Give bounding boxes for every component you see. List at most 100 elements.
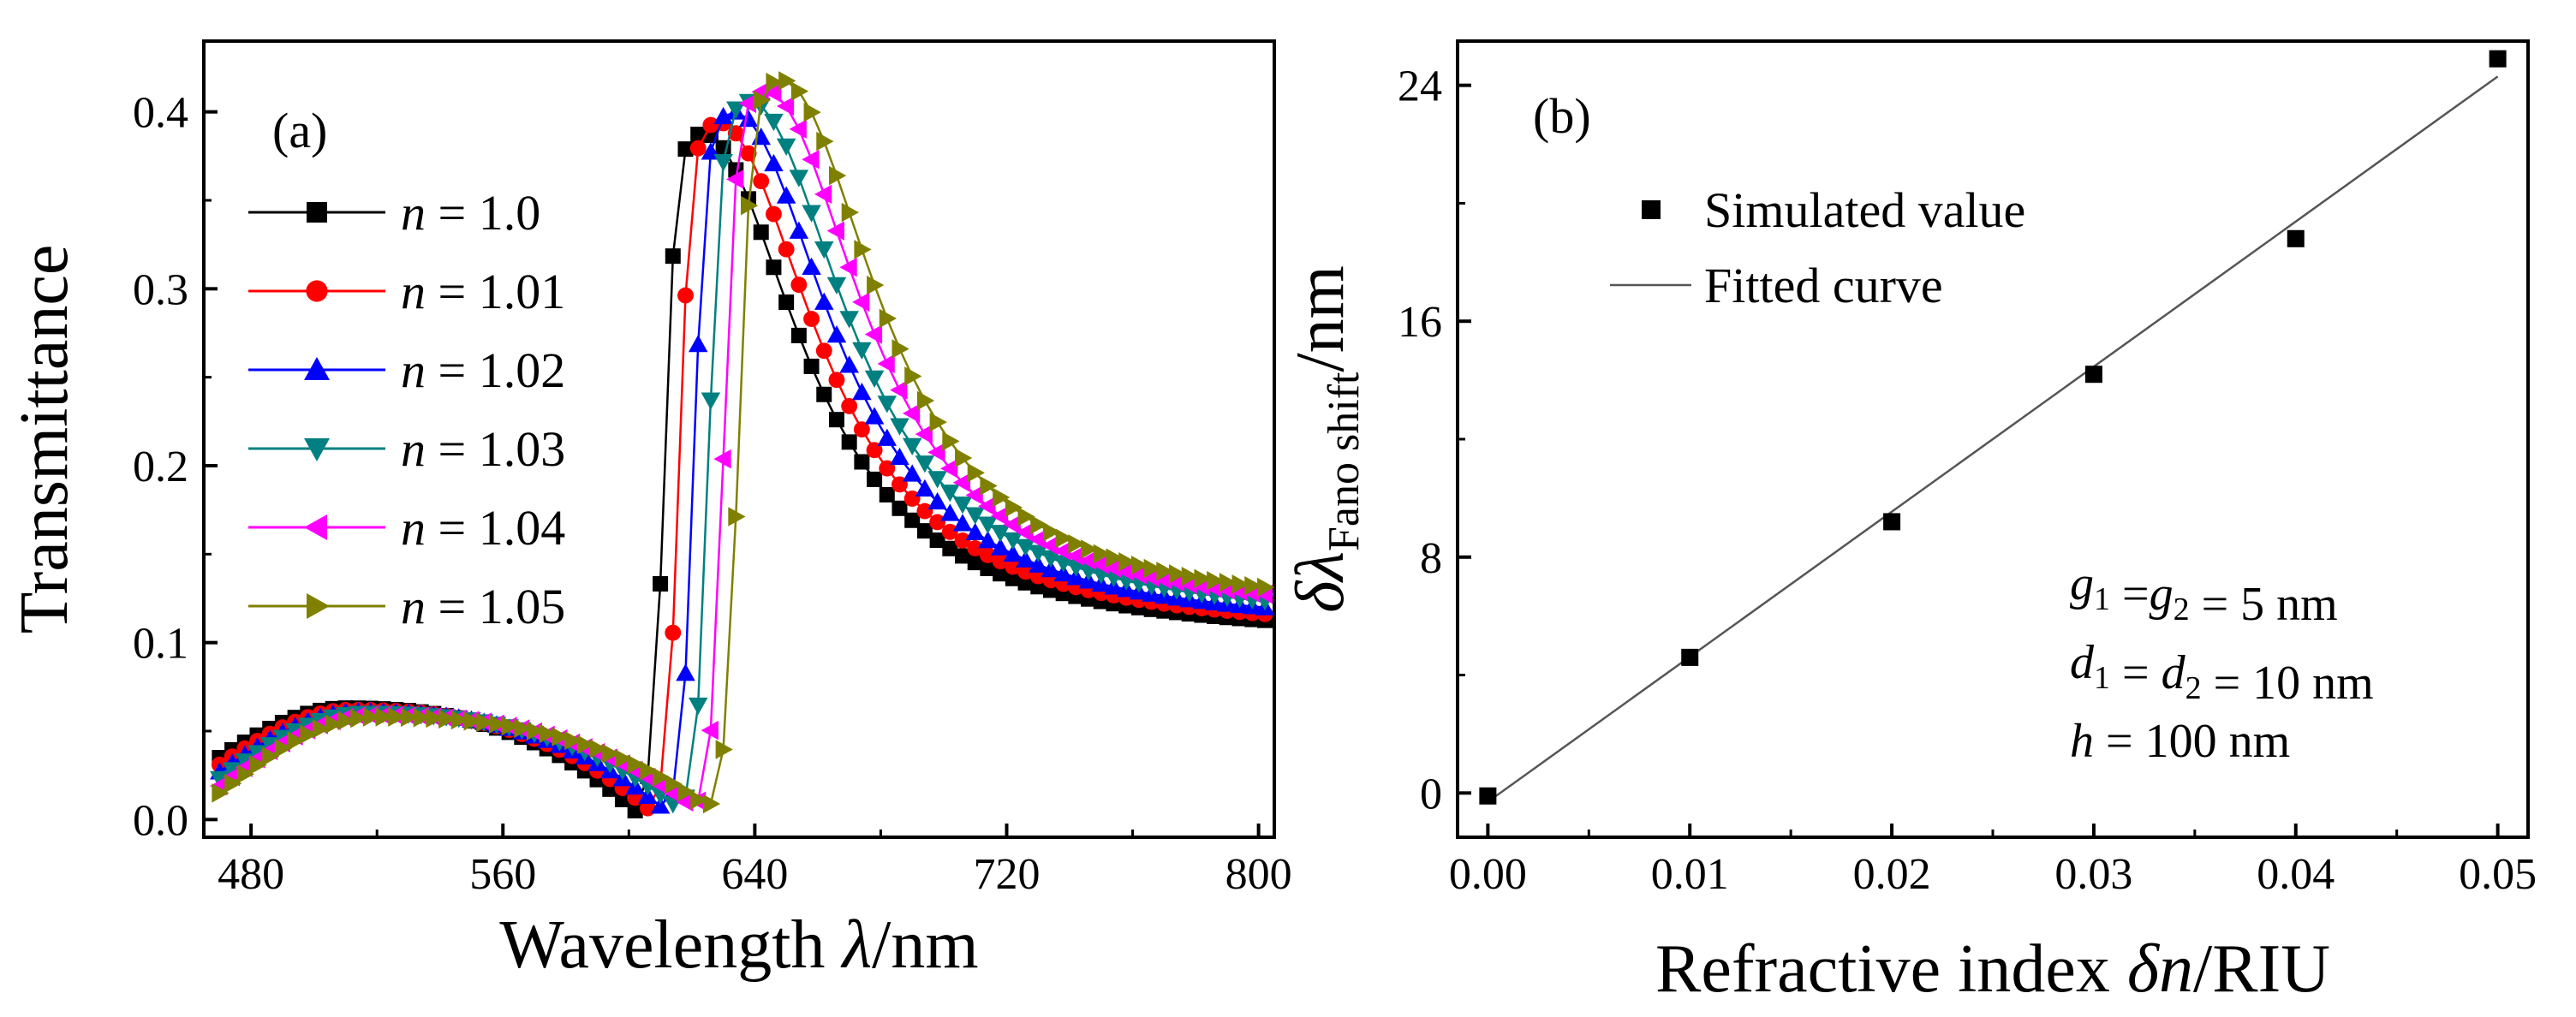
panel-a-legend-eq: = (426, 579, 479, 634)
panel-a-data-point (262, 746, 280, 766)
panel-b-legend-marker (1642, 200, 1661, 219)
panel-a-data-point (979, 547, 996, 563)
panel-a-data-point (967, 555, 983, 571)
panel-a-data-point (1130, 556, 1149, 575)
panel-a-data-point (300, 724, 318, 745)
panel-a-data-point (627, 803, 643, 818)
panel-a-data-point (993, 566, 1009, 582)
panel-a-data-point (1169, 564, 1187, 584)
panel-a-data-point (879, 486, 895, 503)
panel-a-data-point (1005, 558, 1022, 575)
panel-a-data-point (790, 277, 808, 294)
panel-a-legend-symbol: n (401, 264, 426, 319)
panel-a-data-point (751, 127, 771, 146)
panel-a-data-point (877, 354, 895, 374)
panel-a-data-point (1005, 570, 1021, 586)
panel-a-data-point (539, 723, 557, 744)
panel-a-data-point (753, 90, 771, 110)
panel-a-data-point (1116, 562, 1135, 581)
panel-a-data-point (1017, 507, 1035, 526)
panel-a-data-point (965, 485, 983, 505)
panel-a-data-point (992, 553, 1009, 570)
panel-a-data-point (864, 370, 885, 388)
panel-a-data-point (1003, 544, 1023, 562)
panel-a-data-point (728, 507, 746, 526)
panel-a-legend-eq: = (426, 342, 479, 398)
panel-a-data-point (864, 324, 883, 344)
panel-a-data-point (927, 471, 947, 489)
panel-b-y-label-unit: /nm (1283, 265, 1358, 372)
panel-a-data-point (764, 113, 784, 132)
panel-a-data-point (814, 241, 834, 259)
panel-b-x-tick-label: 0.00 (1449, 850, 1527, 899)
panel-a-legend-value: 1.05 (479, 579, 566, 634)
panel-a-data-point (776, 186, 796, 204)
panel-a-data-point (715, 740, 733, 759)
panel-a-x-axis-label: Wavelength λ/nm (499, 907, 978, 983)
panel-b-annotation-part: = 100 nm (2094, 715, 2290, 768)
panel-a-data-point (726, 170, 744, 189)
panel-a-data-point (665, 248, 681, 265)
panel-a-data-point (375, 707, 393, 727)
panel-a-data-point (738, 110, 759, 128)
panel-a-x-tick-label: 800 (1225, 850, 1292, 899)
panel-b-annotation: g1 =g2 = 5 nm (2070, 557, 2338, 631)
panel-a-data-point (940, 485, 960, 503)
panel-a-data-point (663, 783, 681, 803)
panel-a-data-point (828, 412, 844, 428)
panel-b-simulated-points (1479, 50, 2507, 805)
panel-a-data-point (713, 106, 733, 125)
panel-a-data-point (915, 424, 933, 444)
panel-b-y-tick-label: 8 (1420, 534, 1442, 583)
panel-a-data-point (1231, 574, 1249, 594)
panel-b-y-axis-label: δλFano shift/nm (1283, 265, 1368, 613)
panel-a-data-point (877, 396, 897, 413)
panel-a-data-point (677, 141, 694, 158)
panel-a-data-point (463, 711, 481, 731)
panel-a-data-point (1029, 555, 1048, 573)
panel-a-data-point (738, 93, 757, 114)
panel-a-data-point (713, 154, 733, 172)
panel-a-data-point (877, 428, 897, 446)
panel-a-data-point (776, 96, 795, 116)
panel-a-data-point (854, 240, 872, 259)
panel-a-data-point (904, 512, 921, 528)
panel-a-legend-eq: = (426, 185, 479, 241)
panel-a-data-point (676, 663, 695, 681)
panel-a-data-point (802, 149, 820, 170)
panel-a-data-point (1081, 539, 1099, 559)
panel-a-data-point (866, 442, 883, 459)
panel-a-data-point (852, 383, 872, 401)
panel-b-data-point (2489, 50, 2507, 68)
panel-a-data-point (891, 339, 909, 359)
panel-a-data-point (826, 277, 847, 294)
panel-a-legend-marker (307, 593, 330, 619)
panel-a-y-tick-label: 0.1 (133, 620, 188, 669)
panel-b-data-point (2287, 229, 2305, 247)
panel-a-data-point (1156, 562, 1174, 581)
panel-a-data-point (602, 743, 620, 764)
panel-b-data-point (1883, 513, 1901, 531)
panel-a-data-point (940, 458, 958, 479)
panel-a-data-point (701, 392, 721, 410)
panel-a-data-point (952, 497, 973, 514)
panel-b-data-point (1681, 648, 1699, 666)
panel-a-data-point (1142, 568, 1160, 587)
panel-a-data-point (891, 500, 908, 516)
panel-a-data-point (867, 471, 883, 487)
panel-b-annotation-part: 2 (2185, 670, 2202, 706)
panel-a-data-point (764, 153, 784, 172)
panel-b-annotation-part: 2 (2174, 592, 2190, 627)
panel-b-annotation-part: = 5 nm (2190, 578, 2338, 631)
panel-a-legend-marker (307, 202, 327, 223)
panel-a-data-point (826, 324, 847, 343)
panel-a-data-point (1207, 570, 1225, 591)
panel-a-legend-symbol: n (401, 579, 426, 634)
panel-b-x-axis-label: Refractive index δn/RIU (1655, 931, 2330, 1007)
panel-a-y-tick-label: 0.3 (133, 265, 188, 314)
panel-a-data-point (1003, 532, 1023, 550)
panel-a-data-point (713, 449, 731, 469)
panel-a-x-label-text: Wavelength (499, 907, 842, 983)
panel-a-x-tick-label: 720 (974, 850, 1041, 899)
panel-a-data-point (1017, 563, 1035, 580)
